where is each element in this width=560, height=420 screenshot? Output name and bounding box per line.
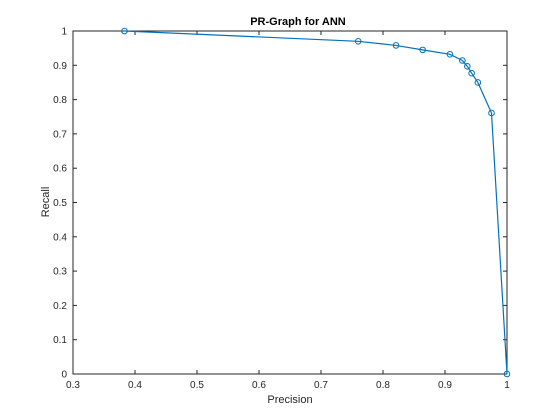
y-tick-label: 0.9 <box>53 61 67 72</box>
x-tick-label: 0.8 <box>376 380 390 391</box>
y-tick-label: 0.1 <box>53 335 67 346</box>
y-tick-label: 0.7 <box>53 129 67 140</box>
x-tick-label: 0.3 <box>66 380 80 391</box>
y-tick-label: 0.5 <box>53 198 67 209</box>
data-point-marker <box>121 27 128 35</box>
x-axis-ticks: 0.3 0.4 0.5 0.6 0.7 0.8 0.9 1 <box>66 31 510 391</box>
series-layer <box>121 27 511 378</box>
y-tick-label: 1 <box>61 27 67 38</box>
data-point-marker <box>446 51 454 58</box>
y-tick-label: 0.4 <box>53 232 67 243</box>
y-axis-label: Recall <box>40 187 52 218</box>
x-tick-label: 0.6 <box>252 380 266 391</box>
series-line <box>124 30 508 375</box>
x-tick-label: 0.7 <box>314 380 328 391</box>
y-axis-ticks: 0 0.1 0.2 0.3 0.4 0.5 0.6 0.7 0.8 0.9 1 <box>53 27 507 381</box>
x-tick-label: 1 <box>504 380 510 391</box>
y-tick-label: 0.3 <box>53 267 67 278</box>
data-point-marker <box>464 63 471 70</box>
x-tick-label: 0.5 <box>190 380 204 391</box>
plot-frame <box>72 30 508 375</box>
y-tick-label: 0 <box>61 370 67 381</box>
data-point-marker <box>354 37 362 45</box>
x-tick-label: 0.9 <box>438 380 452 391</box>
data-point-marker <box>488 109 495 117</box>
data-point-marker <box>392 42 400 49</box>
chart-title: PR-Graph for ANN <box>250 16 346 28</box>
x-tick-label: 0.4 <box>128 380 142 391</box>
x-axis-label: Precision <box>267 394 312 406</box>
y-tick-label: 0.2 <box>53 301 67 312</box>
y-tick-label: 0.6 <box>53 164 67 175</box>
data-point-marker <box>459 57 466 64</box>
data-point-marker <box>474 79 482 86</box>
data-point-marker <box>468 69 475 77</box>
y-tick-label: 0.8 <box>53 95 67 106</box>
data-point-marker <box>419 46 426 54</box>
data-point-marker <box>503 370 511 378</box>
